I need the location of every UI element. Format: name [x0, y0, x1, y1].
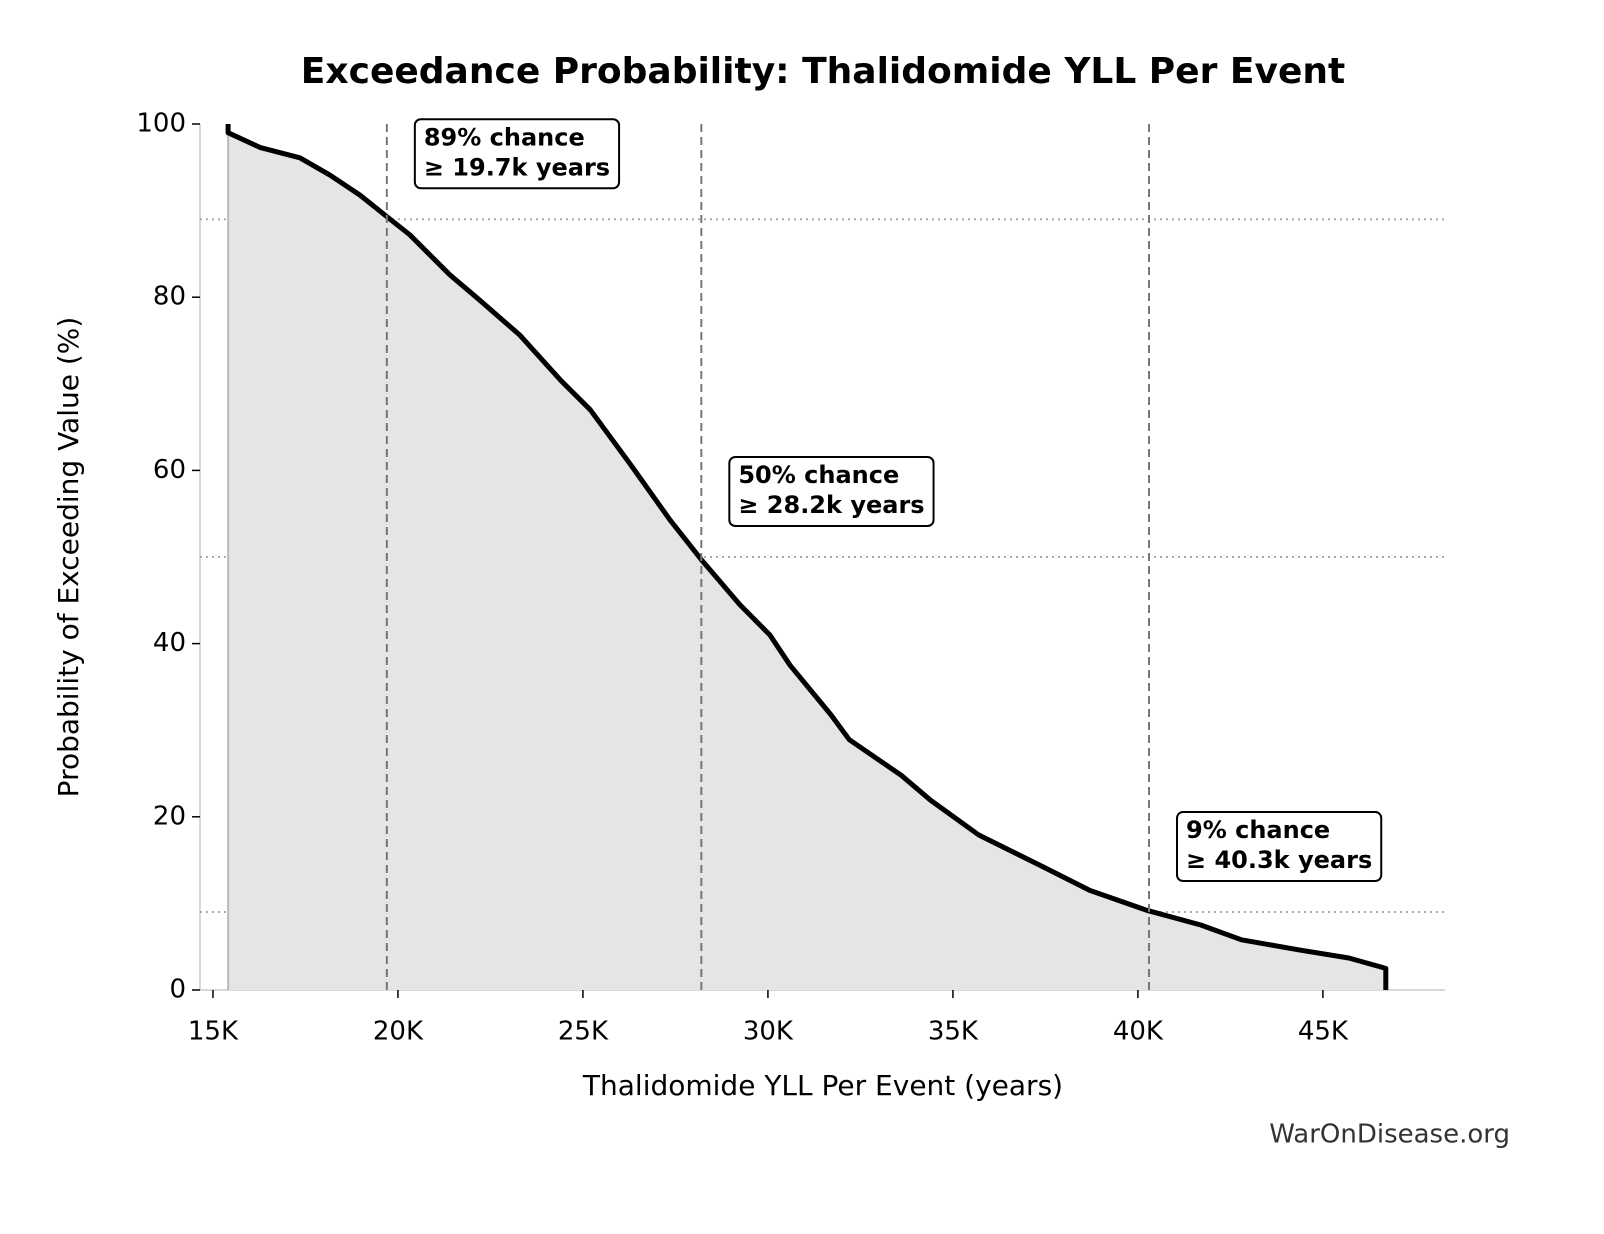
y-tick-label: 40	[153, 628, 186, 658]
footer: WarOnDisease.org	[1269, 1120, 1510, 1150]
annotation-text: 89% chance	[424, 123, 585, 151]
exceedance-line	[225, 124, 1389, 990]
annotation-text: 9% chance	[1186, 816, 1330, 844]
annotation-text: ≥ 19.7k years	[424, 153, 610, 181]
annotation-text: ≥ 28.2k years	[738, 491, 924, 519]
chart-title: Exceedance Probability: Thalidomide YLL …	[301, 51, 1345, 92]
annotation-box	[413, 118, 621, 190]
x-tick-label: 30K	[743, 1017, 794, 1047]
x-tick-label: 15K	[188, 1017, 239, 1047]
y-tick-label: 20	[153, 801, 186, 831]
annotation-text: 50% chance	[738, 461, 899, 489]
x-axis-label: Thalidomide YLL Per Event (years)	[582, 1069, 1063, 1102]
x-tick-label: 35K	[928, 1017, 979, 1047]
y-tick-label: 0	[169, 975, 186, 1005]
area-fill	[228, 124, 1386, 990]
x-tick-label: 45K	[1298, 1017, 1349, 1047]
y-tick-label: 60	[153, 455, 186, 485]
x-tick-label: 25K	[558, 1017, 609, 1047]
x-tick-label: 40K	[1113, 1017, 1164, 1047]
annotation-box	[728, 456, 935, 527]
y-axis-label: Probability of Exceeding Value (%)	[52, 317, 85, 798]
annotation-text: ≥ 40.3k years	[1186, 846, 1372, 874]
annotation-box	[1176, 811, 1383, 883]
y-tick-label: 100	[136, 109, 186, 139]
y-tick-label: 80	[153, 282, 186, 312]
x-tick-label: 20K	[373, 1017, 424, 1047]
